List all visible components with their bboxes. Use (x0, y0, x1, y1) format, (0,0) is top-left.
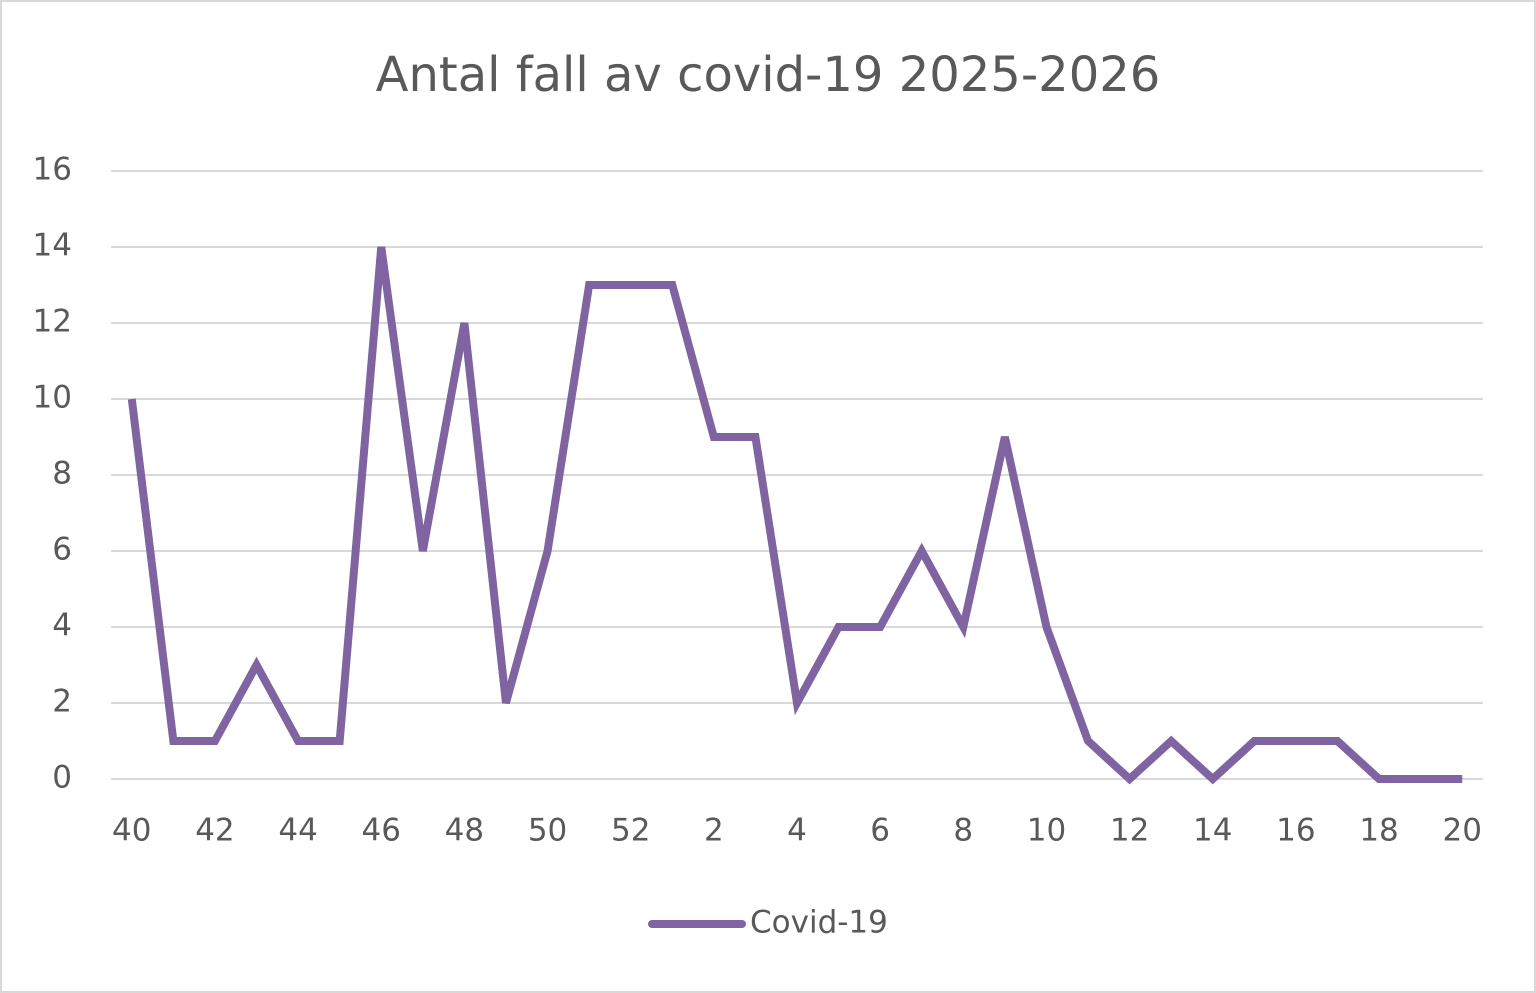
x-tick-label: 46 (362, 813, 401, 849)
x-tick-label: 6 (870, 813, 890, 849)
x-tick-label: 40 (112, 813, 151, 849)
legend-label: Covid-19 (750, 905, 888, 941)
x-tick-label: 2 (704, 813, 724, 849)
x-tick-label: 44 (278, 813, 317, 849)
y-tick-label: 16 (33, 152, 72, 188)
y-tick-label: 2 (52, 684, 72, 720)
x-tick-label: 20 (1442, 813, 1481, 849)
y-tick-label: 6 (52, 532, 72, 568)
x-tick-label: 42 (195, 813, 234, 849)
y-tick-label: 12 (33, 304, 72, 340)
y-tick-label: 10 (33, 380, 72, 416)
x-tick-label: 18 (1359, 813, 1398, 849)
y-tick-label: 4 (52, 608, 72, 644)
x-tick-label: 48 (445, 813, 484, 849)
data-line (127, 246, 1463, 785)
x-tick-label: 8 (953, 813, 973, 849)
x-tick-label: 4 (787, 813, 807, 849)
x-tick-label: 14 (1193, 813, 1232, 849)
x-tick-label: 10 (1027, 813, 1066, 849)
y-tick-label: 14 (33, 228, 72, 264)
y-tick-label: 0 (52, 760, 72, 796)
x-tick-label: 16 (1276, 813, 1315, 849)
x-tick-label: 12 (1110, 813, 1149, 849)
chart-title: Antal fall av covid-19 2025-2026 (376, 47, 1161, 103)
x-tick-label: 52 (611, 813, 650, 849)
y-tick-label: 8 (52, 456, 72, 492)
x-tick-label: 50 (528, 813, 567, 849)
